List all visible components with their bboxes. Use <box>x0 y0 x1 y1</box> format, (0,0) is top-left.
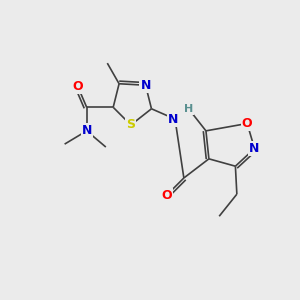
Text: O: O <box>242 117 253 130</box>
Text: N: N <box>168 112 179 126</box>
Text: O: O <box>161 189 172 202</box>
Text: O: O <box>73 80 83 93</box>
Text: N: N <box>249 142 260 155</box>
Text: H: H <box>184 104 193 114</box>
Text: N: N <box>140 79 151 92</box>
Text: S: S <box>126 118 135 131</box>
Text: N: N <box>82 124 92 137</box>
